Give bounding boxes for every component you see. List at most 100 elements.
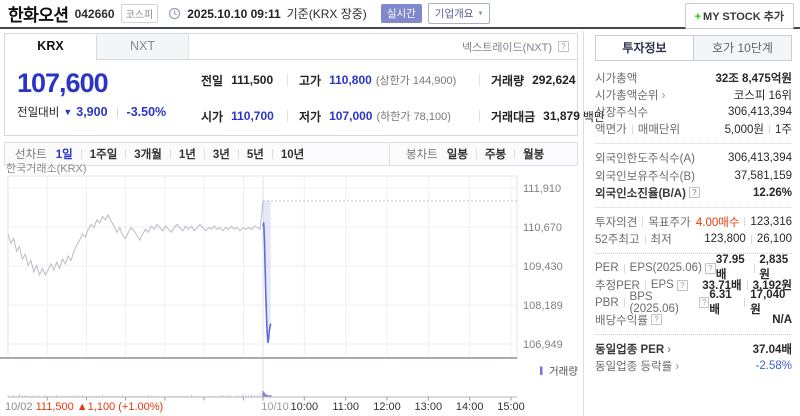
row-value-text: 3,192원 [752, 280, 792, 293]
row-value-text: 2,835원 [759, 254, 789, 282]
row-label: 시가총액 [595, 70, 637, 86]
tab-orderbook[interactable]: 호가 10단계 [694, 36, 791, 60]
row-value: 37.04배 [753, 341, 792, 357]
sidebar-row: PER EPS(2025.06)? 37.95배 2,835원 [595, 254, 792, 281]
row-label: 52주최고 최저 [595, 231, 672, 247]
range-7[interactable]: 10년 [280, 149, 305, 161]
volume-legend: 거래량 [540, 366, 578, 378]
divider [631, 124, 633, 134]
range-4[interactable]: 1년 [178, 149, 196, 161]
sidebar-row[interactable]: 동일업종 등락률 › -2.58% [595, 358, 792, 375]
help-icon[interactable]: ? [688, 187, 700, 199]
help-icon[interactable]: ? [699, 297, 710, 309]
row-label: PBR BPS (2025.06)? [595, 291, 710, 315]
divider [744, 217, 746, 227]
svg-text:10/02 111,500 ▲1,100 (+1.00%): 10/02 111,500 ▲1,100 (+1.00%) [5, 401, 163, 413]
help-icon[interactable]: ? [676, 279, 688, 291]
row-value-text: 코스피 16위 [733, 89, 792, 102]
main-panel: KRX NXT 넥스트레이드(NXT) ? 107,600 전일대비 ▼ 3,9… [0, 31, 605, 416]
row-label-text: 액면가 [595, 124, 627, 137]
add-mystock-button[interactable]: + MY STOCK 추가 [684, 3, 794, 29]
line-chart-label: 선차트 [15, 149, 47, 161]
row-label: 외국인소진율(B/A)? [595, 185, 700, 201]
row-value-text: 37,581,159 [734, 169, 792, 182]
quote-cell-value: 백만 [582, 109, 605, 124]
row-label-text: 외국인보유주식수(B) [595, 170, 695, 183]
row-value-text: 306,413,394 [728, 105, 792, 118]
row-label-text: 외국인소진율(B/A) [595, 187, 686, 200]
svg-text:10:00: 10:00 [291, 401, 319, 413]
quote-cell-value: (상한가 144,900) [375, 75, 457, 87]
quote-cell-value: 110,700 [231, 109, 274, 123]
tab-nxt[interactable]: NXT [97, 34, 189, 59]
sidebar-row[interactable]: 시가총액순위 › 코스피 16위 [595, 86, 792, 103]
divider [125, 149, 127, 159]
candle-chart-label: 봉차트 [406, 149, 438, 161]
row-label: 추정PER EPS? [595, 277, 688, 293]
divider [746, 280, 748, 290]
price-chart[interactable]: 111,910 110,670 109,430 108,189 106,949 10/10… [0, 172, 584, 416]
candle-range-3[interactable]: 월봉 [523, 149, 545, 161]
sidebar-row: PBR BPS (2025.06)? 6.31배 17,040원 [595, 289, 792, 316]
today-series [262, 200, 272, 344]
divider [514, 149, 516, 159]
divider [750, 234, 752, 244]
sidebar-row[interactable]: 동일업종 PER › 37.04배 [595, 340, 792, 357]
tab-investor-info[interactable]: 투자정보 [596, 36, 694, 60]
sidebar-row: 배당수익률? N/A [595, 311, 792, 328]
help-icon[interactable]: ? [650, 314, 662, 326]
row-label-text: 동일업종 등락률 [595, 361, 673, 374]
row-label-text: 52주최고 [595, 234, 640, 247]
row-label-text: EPS(2025.06) [629, 262, 702, 275]
candle-range-2[interactable]: 주봉 [484, 149, 507, 161]
help-icon[interactable]: ? [704, 262, 716, 274]
today-line [262, 222, 272, 344]
row-value: 32조 8,475억원 [715, 70, 792, 86]
stock-code: 042660 [74, 6, 115, 21]
market-badge: 코스피 [120, 4, 159, 23]
range-3[interactable]: 3개월 [134, 149, 162, 161]
row-label-text: 배당수익률 [595, 314, 648, 327]
quote-datetime: 2025.10.10 09:11 [187, 6, 281, 21]
row-label: 액면가 매매단위 [595, 121, 680, 137]
svg-text:11:00: 11:00 [332, 401, 359, 413]
sidebar-row: 외국인보유주식수(B) 37,581,159 [595, 167, 792, 184]
candle-range-1[interactable]: 일봉 [446, 149, 468, 161]
sidebar-row: 추정PER EPS? 33.71배 3,192원 [595, 277, 792, 294]
row-label-text: PBR [595, 296, 619, 309]
add-mystock-label: MY STOCK 추가 [703, 11, 784, 23]
range-1[interactable]: 1일 [55, 149, 73, 161]
svg-text:108,189: 108,189 [523, 300, 563, 312]
triangle-down-icon: ▼ [63, 107, 73, 117]
row-label: 투자의견 목표주가 [595, 214, 691, 230]
divider [644, 280, 646, 290]
row-label-text: 추정PER [595, 280, 640, 293]
row-label-text: 외국인한도주식수(A) [595, 153, 695, 166]
range-5[interactable]: 3년 [212, 149, 230, 161]
nxt-trade-link[interactable]: 넥스트레이드(NXT) ? [462, 39, 577, 55]
tab-krx[interactable]: KRX [5, 34, 97, 60]
row-label-text: 투자의견 [595, 216, 638, 229]
quote-cell-value: 107,000 [329, 109, 373, 123]
quote-cell-value: 110,800 [329, 73, 372, 87]
help-icon[interactable]: ? [558, 41, 569, 52]
range-2[interactable]: 1주일 [89, 149, 118, 161]
quote-cell-label: 시가 [201, 109, 224, 124]
chart-toolbar: 선차트 1일 1주일 3개월 1년 3년 5년 10년 봉차트 일봉 주봉 월봉 [4, 142, 578, 166]
row-value: 12.26% [753, 187, 792, 199]
row-value-text: 123,316 [750, 215, 792, 228]
chevron-right-icon: › [667, 342, 672, 357]
divider [116, 106, 118, 118]
row-value: N/A [772, 314, 792, 326]
row-label: 배당수익률? [595, 312, 662, 328]
company-overview-button[interactable]: 기업개요 ▼ [427, 3, 491, 24]
row-value: 306,413,394 [728, 106, 792, 118]
row-label: 시가총액순위 › [595, 87, 665, 103]
range-6[interactable]: 5년 [246, 149, 264, 161]
row-value-text: 5,000원 [724, 124, 765, 137]
axis-labels: 111,910 110,670 109,430 108,189 106,949 10/10… [261, 183, 563, 413]
divider [169, 149, 171, 159]
quote-cell: 거래량 292,624 [479, 62, 605, 98]
divider [203, 149, 205, 159]
